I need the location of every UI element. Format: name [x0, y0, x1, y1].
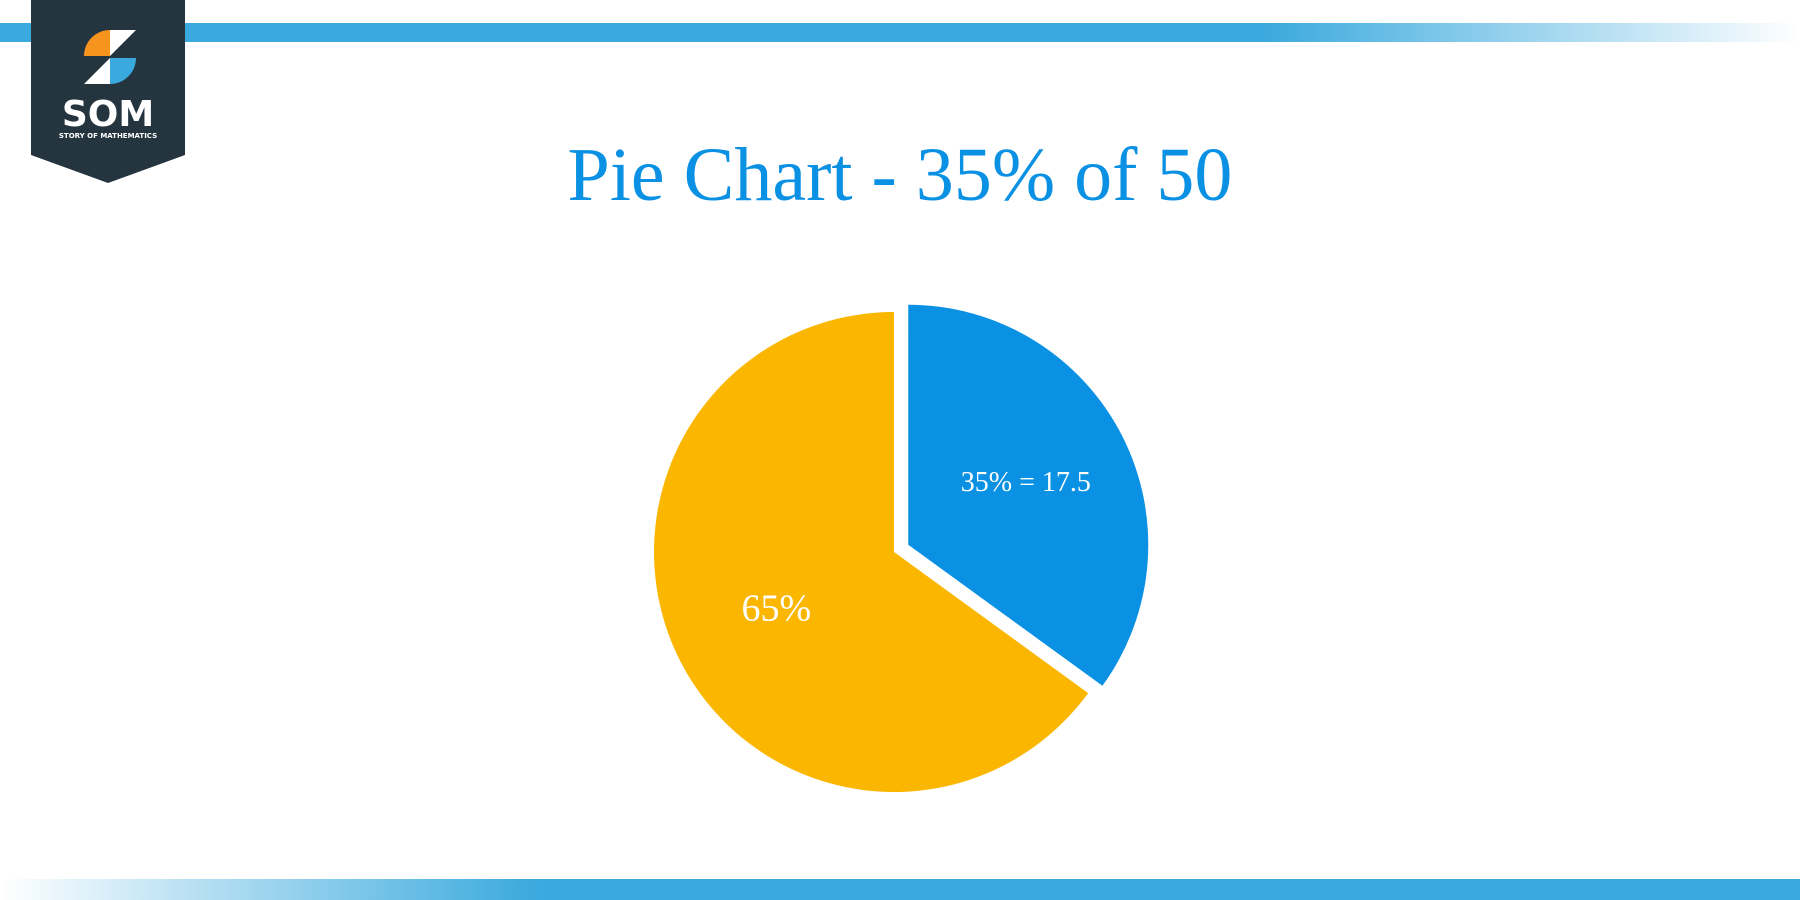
logo: SOM STORY OF MATHEMATICS	[31, 0, 185, 183]
pie: 35% = 17.5 65%	[654, 304, 1149, 793]
logo-name: SOM	[62, 94, 154, 135]
pie-slice	[908, 304, 1149, 686]
pie-slice	[654, 312, 1089, 793]
logo-icon	[84, 30, 110, 56]
logo-icon	[84, 58, 110, 84]
slice-label: 65%	[742, 588, 812, 630]
bottom-bar	[0, 879, 1800, 900]
logo-badge	[31, 0, 185, 183]
top-bar	[0, 23, 1800, 42]
slice-label: 35% = 17.5	[961, 467, 1091, 498]
logo-icon	[110, 58, 136, 84]
chart-title: Pie Chart - 35% of 50	[568, 133, 1233, 217]
logo-icon	[110, 30, 136, 56]
logo-tagline: STORY OF MATHEMATICS	[59, 132, 157, 140]
